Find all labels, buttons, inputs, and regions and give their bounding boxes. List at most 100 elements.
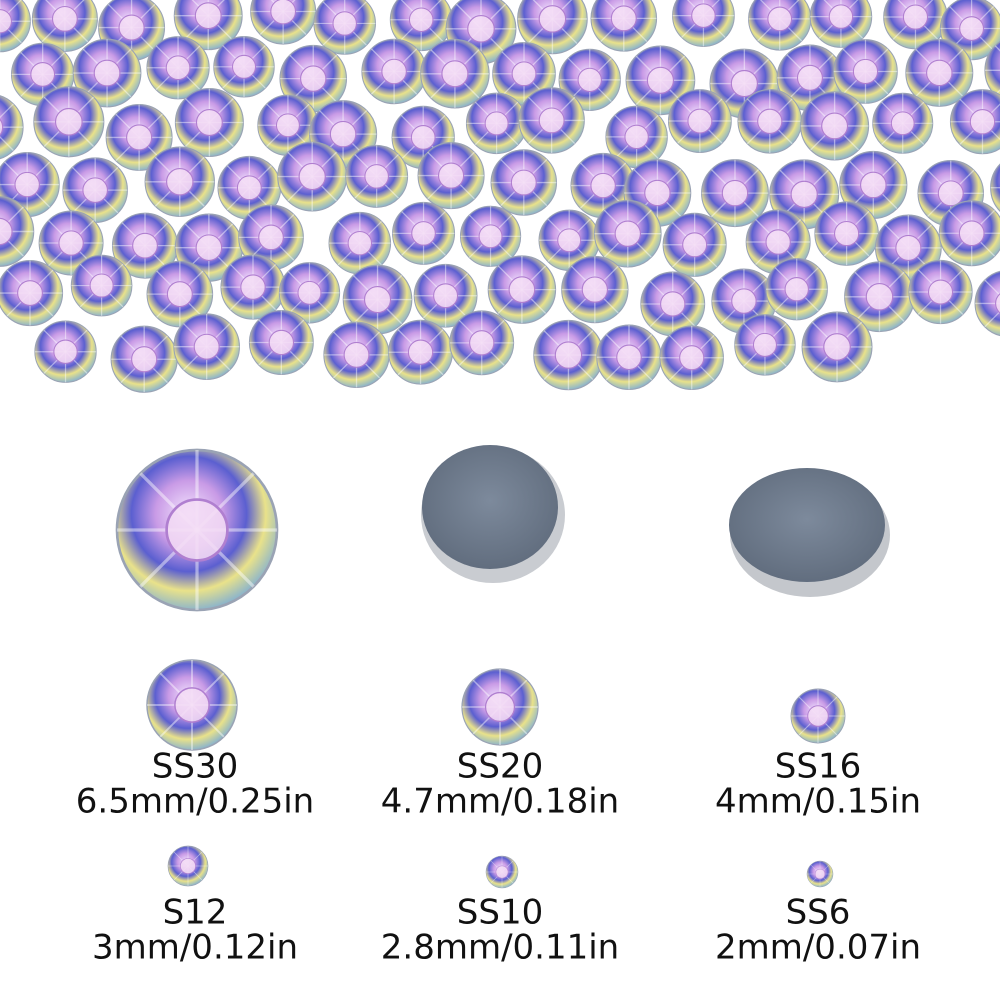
gem-table [467,14,495,43]
gem-table [895,234,922,261]
rhinestone [33,86,105,158]
rhinestone [801,311,873,383]
size-dimension: 3mm/0.12in [92,928,298,968]
rhinestone [538,209,600,271]
gem-table [433,283,459,309]
size-dimension: 2mm/0.07in [715,928,921,968]
gem-table [343,341,370,368]
rhinestone [420,39,490,109]
rhinestone [146,659,238,751]
gem-table [258,224,284,251]
gem-table [610,5,637,32]
rhinestone [593,199,662,268]
rhinestone [872,92,934,154]
rhinestone [388,319,453,385]
rhinestone [459,205,522,267]
rhinestone [625,45,696,116]
gem-table [411,221,436,246]
gem-table [166,281,193,308]
rhinestone [173,0,243,51]
facet [984,310,1000,328]
gem-table [478,224,503,249]
gem-body [990,163,1000,212]
rhinestone [392,201,456,265]
gem-table [268,329,295,356]
gem-table [0,118,4,136]
gem-table [236,175,262,201]
gem-table [890,111,915,136]
gem-table [687,108,713,134]
gem-table [275,113,300,138]
gem-table [927,279,954,305]
rhinestone [31,0,98,52]
gem-table [270,0,297,25]
rhinestone [105,103,173,171]
gem-table [590,172,616,199]
gem-table [363,285,392,314]
rhinestone [342,264,413,335]
size-dimension: 6.5mm/0.25in [76,782,314,822]
rhinestone [659,325,724,391]
gem-table [752,332,777,357]
rhinestone [70,254,133,317]
rhinestone [167,845,209,887]
gem-table [679,345,705,371]
gem-table [865,282,894,311]
rhinestone [814,201,879,266]
glue-backing [422,445,558,569]
facet [994,45,1000,52]
gem-table [484,691,516,723]
rhinestone [250,0,317,45]
gem-table [757,108,783,134]
rhinestone [389,0,453,52]
gem-table [166,168,194,196]
gem-table [821,112,849,140]
gem-table [347,230,373,256]
rhinestone [34,320,97,383]
gem-table [577,67,602,93]
facet [0,136,14,151]
rhinestone [0,95,24,160]
rhinestone [672,0,735,47]
gem-table [131,346,158,373]
size-dimension: 2.8mm/0.11in [381,928,619,968]
gem-table [93,59,121,87]
rhinestone-pile [0,0,1000,393]
rhinestone [361,38,427,105]
rhinestone [278,262,341,324]
gem-table [644,179,671,207]
gem-table [969,109,996,135]
rhinestone [518,87,585,154]
rhinestone [640,271,706,337]
gem-table [495,865,509,879]
rhinestone [417,142,485,210]
rhinestone [949,89,1000,155]
rhinestone [279,44,348,113]
rhinestone [533,319,604,391]
rhinestone [38,210,104,276]
facet [994,89,1000,96]
rhinestone [110,325,178,393]
gem-table [14,171,40,198]
rhinestone [174,87,244,158]
gem-table [484,111,509,136]
gem-body [0,196,35,267]
gem-table [381,58,407,85]
gem-table [730,69,758,98]
product-views [115,445,890,612]
rhinestone [111,212,179,279]
rhinestone [734,314,796,376]
rhinestone [558,48,621,112]
rhinestone [313,0,376,55]
rhinestone [146,36,210,100]
rhinestone [662,212,727,277]
size-dimension: 4mm/0.15in [715,782,921,822]
gem-table [437,162,465,189]
rhinestone [62,157,128,223]
gem-table [51,5,78,32]
rhinestone [146,260,214,328]
gem-table [731,288,757,314]
gem-table [660,291,686,317]
